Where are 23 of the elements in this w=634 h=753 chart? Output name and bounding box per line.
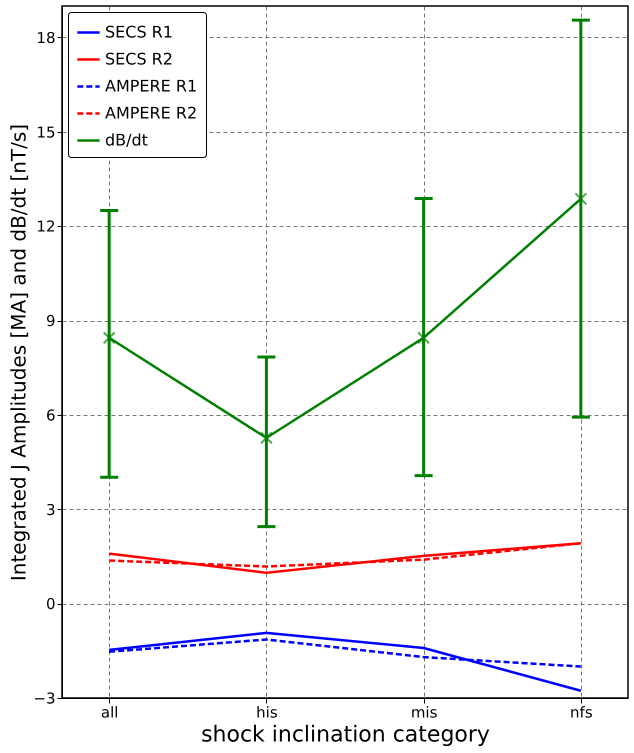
y-tick-label: 6 [46,406,56,424]
legend-label: AMPERE R2 [105,104,198,122]
x-tick-label: his [256,704,278,722]
y-tick-label: 12 [36,218,56,236]
y-tick-label: 15 [36,123,56,142]
y-tick-label: 3 [46,500,56,519]
x-tick-label: mis [410,704,438,722]
legend-label: SECS R1 [105,22,173,42]
y-tick-label: 18 [36,28,56,47]
point [260,431,273,444]
point [574,192,588,206]
y-axis-title: Integrated J Amplitudes [MA] and dB/dt [nT/s] [6,124,30,582]
legend-label: dB/dt [105,130,148,150]
x-tick-label: all [100,704,118,722]
legend-label: AMPERE R1 [105,76,198,96]
y-tick-label: −3 [33,690,56,708]
x-axis-title: shock inclination category [201,722,490,748]
legend-label: SECS R2 [105,50,173,68]
y-tick-label: 9 [46,312,56,330]
point [417,331,430,344]
point [102,331,116,344]
x-tick-label: nfs [570,704,593,722]
y-tick-label: 0 [46,595,56,614]
